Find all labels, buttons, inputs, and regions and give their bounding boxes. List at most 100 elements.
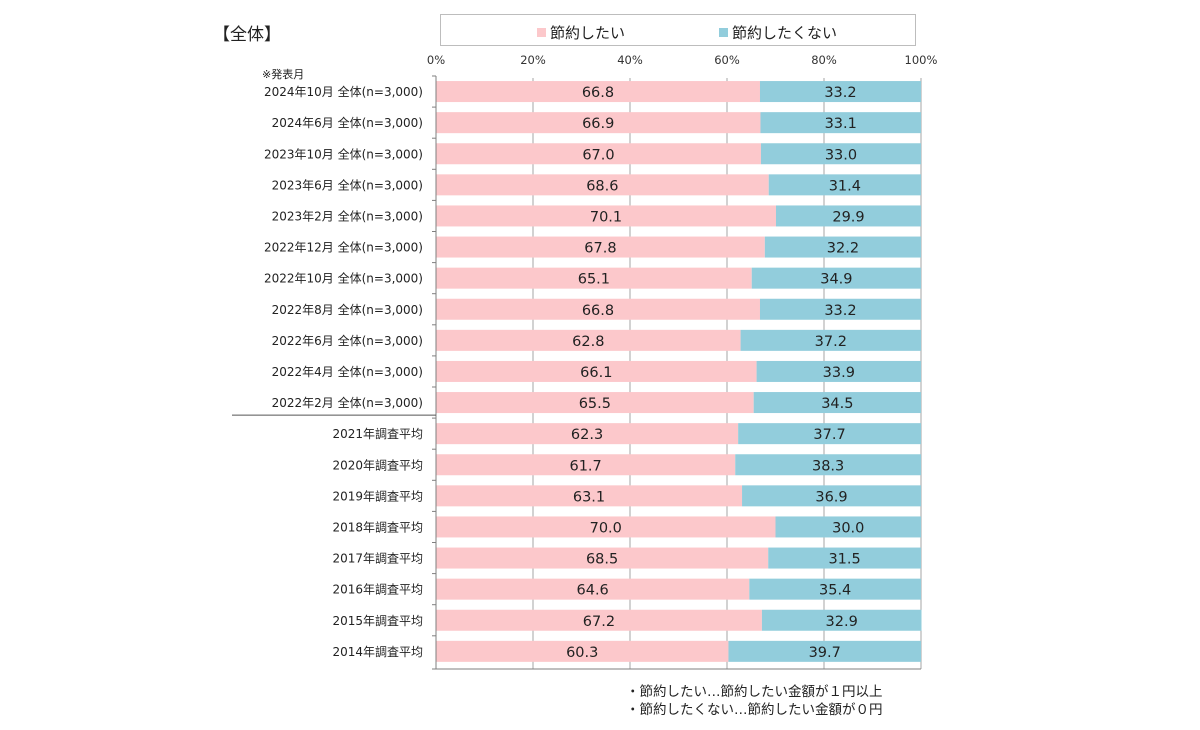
category-label: 2014年調査平均 — [332, 645, 423, 659]
bar-not-want — [742, 485, 921, 507]
data-label-want: 67.2 — [583, 614, 615, 630]
footnotes: ・節約したい…節約したい金額が１円以上 ・節約したくない…節約したい金額が０円 — [626, 683, 883, 719]
legend-label-want: 節約したい — [550, 24, 626, 42]
bar-not-want — [735, 454, 921, 476]
data-label-want: 66.8 — [582, 303, 614, 319]
data-label-not-want: 33.0 — [825, 147, 857, 163]
bar-want — [436, 205, 776, 227]
x-tick-label: 80% — [811, 53, 837, 67]
data-label-not-want: 33.2 — [824, 85, 856, 101]
bar-not-want — [728, 640, 921, 662]
data-label-want: 65.5 — [579, 396, 611, 412]
bar-not-want — [753, 392, 921, 414]
data-label-not-want: 37.2 — [815, 334, 847, 350]
data-label-not-want: 30.0 — [832, 520, 864, 536]
data-label-not-want: 39.7 — [809, 645, 841, 661]
section-title: 【全体】 — [213, 25, 281, 45]
data-label-want: 62.3 — [571, 427, 603, 443]
bar-want — [436, 81, 760, 103]
bar-want — [436, 454, 736, 476]
category-label: 2019年調査平均 — [332, 489, 423, 503]
category-label: 2024年10月 全体(n=3,000) — [264, 84, 423, 99]
category-label: 2022年4月 全体(n=3,000) — [272, 364, 423, 379]
category-label: 2016年調査平均 — [332, 583, 423, 597]
data-label-not-want: 34.5 — [821, 396, 853, 412]
bar-want — [436, 298, 760, 320]
bar-not-want — [759, 81, 921, 103]
data-label-want: 70.1 — [590, 209, 622, 225]
x-tick-label: 0% — [427, 53, 445, 67]
bar-not-want — [751, 267, 921, 289]
publication-month-note: ※発表月 — [262, 68, 305, 81]
data-label-want: 68.5 — [586, 552, 618, 568]
category-label: 2017年調査平均 — [332, 552, 423, 566]
category-label: 2023年10月 全体(n=3,000) — [264, 146, 423, 161]
data-label-want: 68.6 — [586, 178, 618, 194]
x-tick-label: 100% — [905, 53, 938, 67]
legend-swatch-want — [537, 28, 546, 37]
data-label-not-want: 36.9 — [815, 489, 847, 505]
bar-want — [436, 174, 769, 196]
bar-want — [436, 609, 762, 631]
data-label-want: 63.1 — [573, 489, 605, 505]
legend-swatch-not-want — [719, 28, 728, 37]
data-label-want: 64.6 — [577, 583, 609, 599]
data-label-want: 62.8 — [572, 334, 604, 350]
data-label-want: 60.3 — [566, 645, 598, 661]
bar-not-want — [764, 236, 921, 258]
data-label-not-want: 35.4 — [819, 583, 851, 599]
bar-want — [436, 485, 743, 507]
data-label-want: 66.9 — [582, 116, 614, 132]
data-label-want: 66.8 — [582, 85, 614, 101]
category-label: 2023年6月 全体(n=3,000) — [272, 177, 423, 192]
bar-want — [436, 112, 761, 134]
category-label: 2015年調査平均 — [332, 614, 423, 628]
data-label-not-want: 37.7 — [813, 427, 845, 443]
data-label-not-want: 31.4 — [829, 178, 861, 194]
data-label-not-want: 29.9 — [832, 209, 864, 225]
category-label: 2023年2月 全体(n=3,000) — [272, 208, 423, 223]
x-tick-label: 60% — [714, 53, 740, 67]
category-label: 2022年6月 全体(n=3,000) — [272, 333, 423, 348]
footnote-not-want: ・節約したくない…節約したい金額が０円 — [626, 702, 883, 718]
bar-not-want — [761, 609, 922, 631]
category-label: 2020年調査平均 — [332, 458, 423, 472]
bar-want — [436, 236, 765, 258]
bar-want — [436, 578, 750, 600]
data-label-want: 70.0 — [590, 520, 622, 536]
data-label-not-want: 38.3 — [812, 458, 844, 474]
bar-want — [436, 267, 752, 289]
category-label: 2018年調査平均 — [332, 520, 423, 534]
category-label: 2022年8月 全体(n=3,000) — [272, 302, 423, 317]
bar-want — [436, 423, 739, 445]
data-label-not-want: 34.9 — [820, 272, 852, 288]
bar-want — [436, 329, 741, 351]
data-label-want: 67.8 — [584, 241, 616, 257]
bar-not-want — [740, 329, 921, 351]
data-label-want: 66.1 — [580, 365, 612, 381]
bar-want — [436, 392, 754, 414]
bar-want — [436, 360, 757, 382]
bar-not-want — [749, 578, 921, 600]
data-label-want: 65.1 — [578, 272, 610, 288]
bar-want — [436, 143, 761, 165]
legend-item-want: 節約したい — [537, 22, 625, 43]
bar-not-want — [738, 423, 921, 445]
data-label-not-want: 33.9 — [823, 365, 855, 381]
data-label-want: 67.0 — [582, 147, 614, 163]
legend-label-not-want: 節約したくない — [732, 24, 838, 42]
bar-want — [436, 640, 729, 662]
legend-item-not-want: 節約したくない — [719, 22, 837, 43]
data-label-want: 61.7 — [569, 458, 601, 474]
bar-not-want — [768, 547, 921, 569]
bar-want — [436, 516, 776, 538]
category-label: 2022年12月 全体(n=3,000) — [264, 240, 423, 255]
bar-not-want — [760, 112, 921, 134]
data-label-not-want: 33.1 — [825, 116, 857, 132]
data-label-not-want: 32.9 — [826, 614, 858, 630]
x-tick-label: 20% — [520, 53, 546, 67]
footnote-want: ・節約したい…節約したい金額が１円以上 — [626, 684, 883, 700]
bar-not-want — [756, 360, 921, 382]
bar-not-want — [768, 174, 921, 196]
